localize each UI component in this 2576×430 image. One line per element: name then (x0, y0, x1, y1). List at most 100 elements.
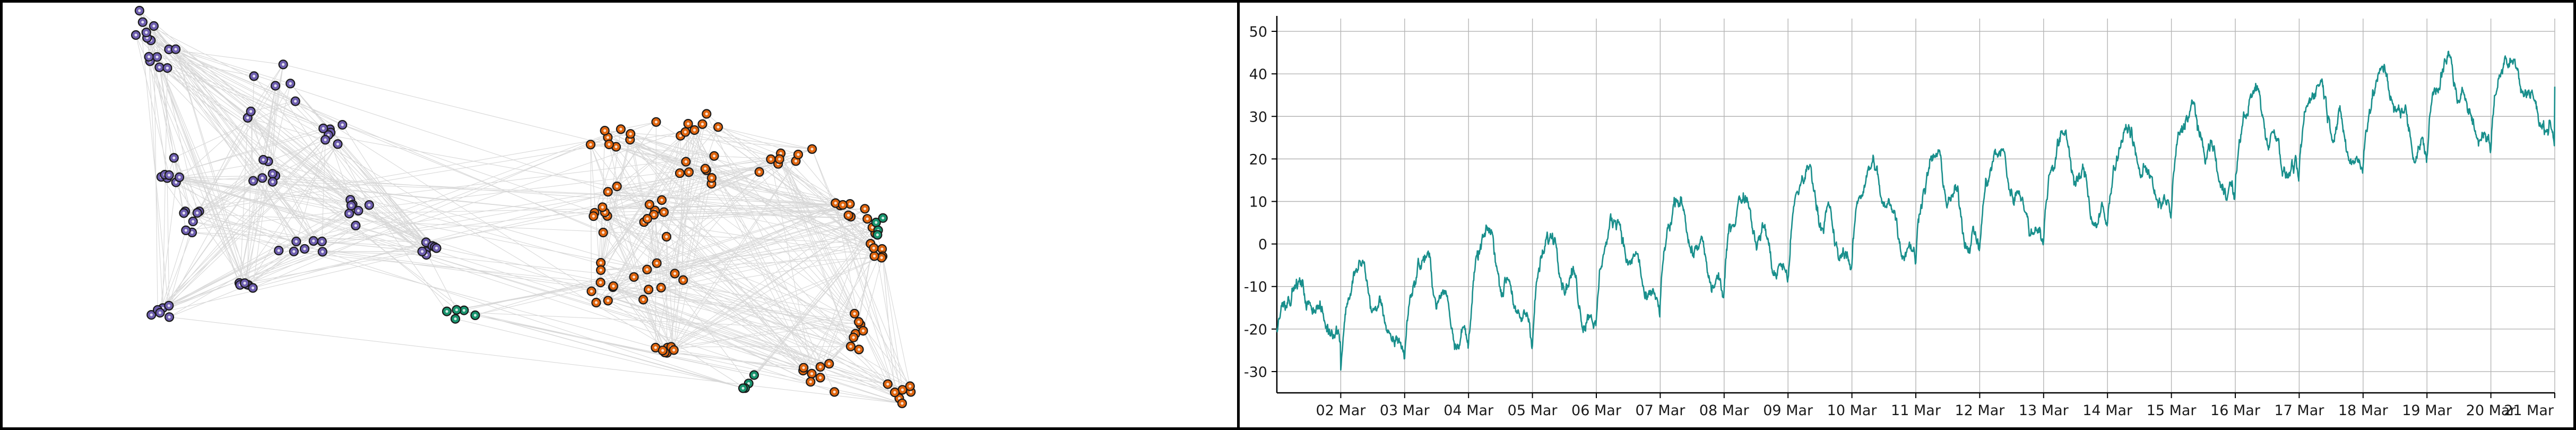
network-node-highlight (853, 312, 856, 315)
network-node-highlight (368, 203, 371, 207)
network-node-highlight (819, 376, 822, 380)
network-node-highlight (357, 209, 360, 212)
network-node-highlight (753, 373, 756, 377)
network-node-highlight (158, 66, 161, 69)
y-tick-label: 0 (1258, 237, 1267, 253)
network-node-highlight (303, 247, 306, 251)
network-node-highlight (827, 362, 831, 365)
network-node-highlight (599, 269, 602, 272)
network-node-highlight (819, 365, 822, 368)
network-node-highlight (322, 127, 325, 130)
network-node-highlight (462, 309, 465, 312)
network-node-highlight (858, 348, 861, 351)
network-node-highlight (758, 170, 761, 174)
network-node-highlight (665, 235, 668, 238)
network-node-highlight (684, 160, 688, 164)
y-tick-label: -30 (1244, 364, 1267, 381)
network-node-highlight (312, 239, 315, 243)
network-node-highlight (602, 231, 605, 234)
network-node-highlight (747, 382, 750, 385)
x-tick-label: 17 Mar (2274, 402, 2324, 419)
network-node-highlight (847, 214, 850, 217)
network-node-highlight (628, 138, 632, 141)
network-node-highlight (705, 112, 708, 116)
network-graph-panel (0, 0, 1240, 430)
network-node-highlight (871, 226, 874, 229)
network-node-highlight (608, 143, 611, 146)
network-node-highlight (251, 286, 255, 290)
network-node-highlight (589, 143, 592, 146)
x-tick-label: 16 Mar (2210, 402, 2261, 419)
network-node-highlight (599, 281, 602, 284)
network-node-highlight (647, 288, 650, 291)
network-node-highlight (833, 390, 836, 393)
network-node-highlight (704, 167, 707, 170)
network-node-highlight (632, 276, 636, 279)
network-node-highlight (779, 152, 782, 155)
network-node-highlight (809, 380, 812, 383)
network-node-highlight (687, 170, 690, 174)
y-tick-label: 30 (1249, 109, 1267, 125)
x-tick-label: 11 Mar (1891, 402, 1941, 419)
network-node-highlight (857, 320, 860, 324)
network-node-highlight (648, 203, 651, 206)
network-node-highlight (849, 202, 852, 205)
chart-axes (1272, 16, 2555, 398)
network-node-highlight (629, 132, 632, 135)
network-node-highlight (684, 131, 687, 134)
network-node-highlight (246, 116, 249, 119)
network-node-highlight (901, 402, 904, 405)
network-node-highlight (594, 301, 598, 304)
network-node-highlight (778, 158, 781, 161)
network-node-highlight (350, 204, 353, 207)
network-node-highlight (252, 179, 255, 183)
y-tick-label: -10 (1244, 279, 1267, 296)
network-node-highlight (642, 298, 645, 302)
network-node-highlight (901, 388, 904, 391)
network-node-highlight (261, 176, 264, 179)
network-node-highlight (662, 211, 665, 214)
network-node-highlight (810, 148, 814, 151)
network-node-highlight (292, 250, 296, 253)
network-node-highlight (145, 31, 148, 34)
network-node-highlight (420, 250, 424, 253)
network-node-highlight (673, 272, 677, 275)
network-node-highlight (612, 285, 615, 288)
network-node-highlight (262, 158, 265, 161)
network-node-highlight (660, 199, 663, 202)
network-node-highlight (473, 314, 477, 317)
network-node-highlight (606, 136, 609, 139)
network-node-highlight (681, 279, 685, 282)
network-node-highlight (886, 383, 889, 386)
network-graph (131, 6, 916, 408)
x-tick-label: 08 Mar (1699, 402, 1750, 419)
series-line (1276, 50, 2556, 371)
network-node-highlight (590, 290, 593, 293)
network-node-highlight (645, 268, 649, 271)
network-node-highlight (454, 317, 457, 321)
network-node-highlight (196, 211, 199, 214)
network-node-highlight (152, 24, 155, 28)
network-node-highlight (324, 138, 327, 141)
network-node-highlight (661, 349, 664, 352)
network-node-highlight (336, 142, 340, 145)
line-chart-panel: 50 40 30 20 10 0 -10 -20 -30 02 Mar 03 Mar 04 Mar 0… (1237, 0, 2576, 430)
network-node-highlight (168, 174, 171, 177)
y-tick-label: 20 (1249, 151, 1267, 168)
network-node-highlight (178, 176, 181, 179)
network-node-highlight (701, 123, 704, 126)
x-tick-label: 13 Mar (2019, 402, 2069, 419)
x-tick-label: 19 Mar (2402, 402, 2452, 419)
network-node-highlight (167, 304, 170, 307)
network-node-highlight (607, 190, 610, 193)
network-node-highlight (852, 336, 855, 339)
x-tick-label: 03 Mar (1380, 402, 1430, 419)
network-edges (135, 10, 911, 404)
network-node-highlight (271, 180, 274, 184)
network-node-highlight (881, 217, 885, 220)
network-node-highlight (672, 348, 676, 352)
y-tick-label: 50 (1249, 24, 1267, 40)
network-node-highlight (893, 391, 896, 394)
network-node-highlight (271, 172, 274, 175)
network-node-highlight (599, 261, 602, 264)
